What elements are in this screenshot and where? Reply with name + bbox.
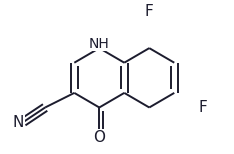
Text: F: F bbox=[198, 100, 207, 115]
Text: O: O bbox=[93, 130, 105, 145]
Text: N: N bbox=[13, 115, 24, 130]
Text: F: F bbox=[145, 4, 154, 19]
Text: NH: NH bbox=[89, 37, 110, 51]
